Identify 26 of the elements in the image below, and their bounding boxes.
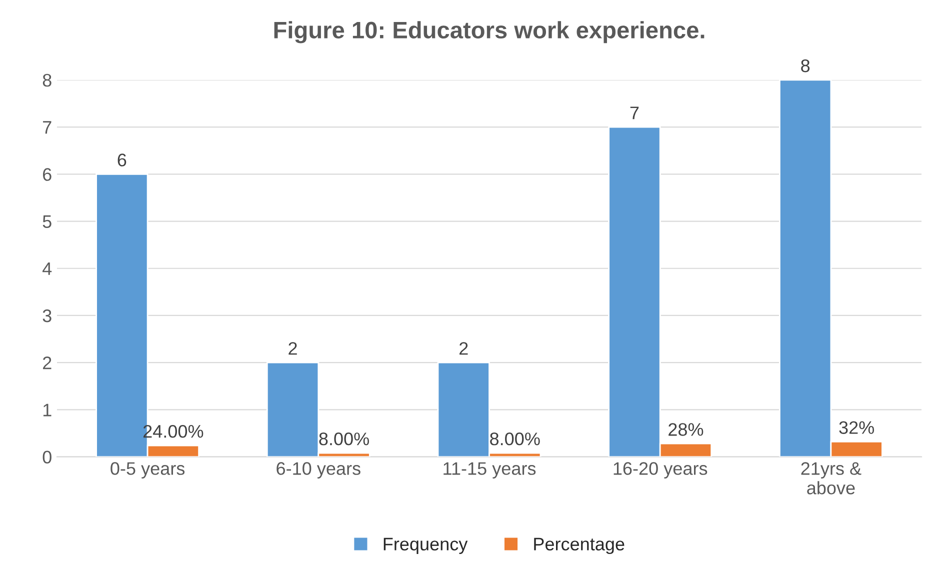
data-label: 8 [801, 59, 810, 72]
data-label: 8.00% [319, 432, 369, 446]
y-tick-label: 5 [42, 215, 52, 228]
chart-title: Figure 10: Educators work experience. [274, 21, 704, 44]
data-label: 2 [288, 342, 297, 355]
data-label: 7 [630, 106, 639, 120]
y-tick-label: 1 [43, 404, 52, 416]
x-tick-label: 16-20 years [614, 462, 708, 478]
y-tick-label: 3 [42, 309, 52, 322]
data-label: 6 [118, 154, 126, 166]
x-tick-label: 21yrs & above [801, 462, 862, 494]
data-label: 2 [460, 342, 468, 355]
y-tick-label: 8 [42, 74, 52, 87]
x-tick-label: 11-15 years [444, 462, 536, 478]
y-tick-label: 4 [42, 262, 52, 275]
data-label: 8.00% [490, 432, 540, 446]
y-tick-label: 6 [43, 168, 52, 181]
data-label: 32% [839, 421, 874, 434]
legend-label: Frequency [384, 538, 468, 554]
y-tick-label: 2 [43, 356, 52, 370]
legend-label: Percentage [534, 538, 624, 554]
y-tick-label: 7 [43, 121, 52, 134]
data-label: 28% [668, 423, 704, 436]
x-tick-label: 0-5 years [110, 462, 185, 478]
y-tick-label: 0 [42, 450, 52, 464]
x-tick-label: 6-10 years [276, 462, 360, 478]
